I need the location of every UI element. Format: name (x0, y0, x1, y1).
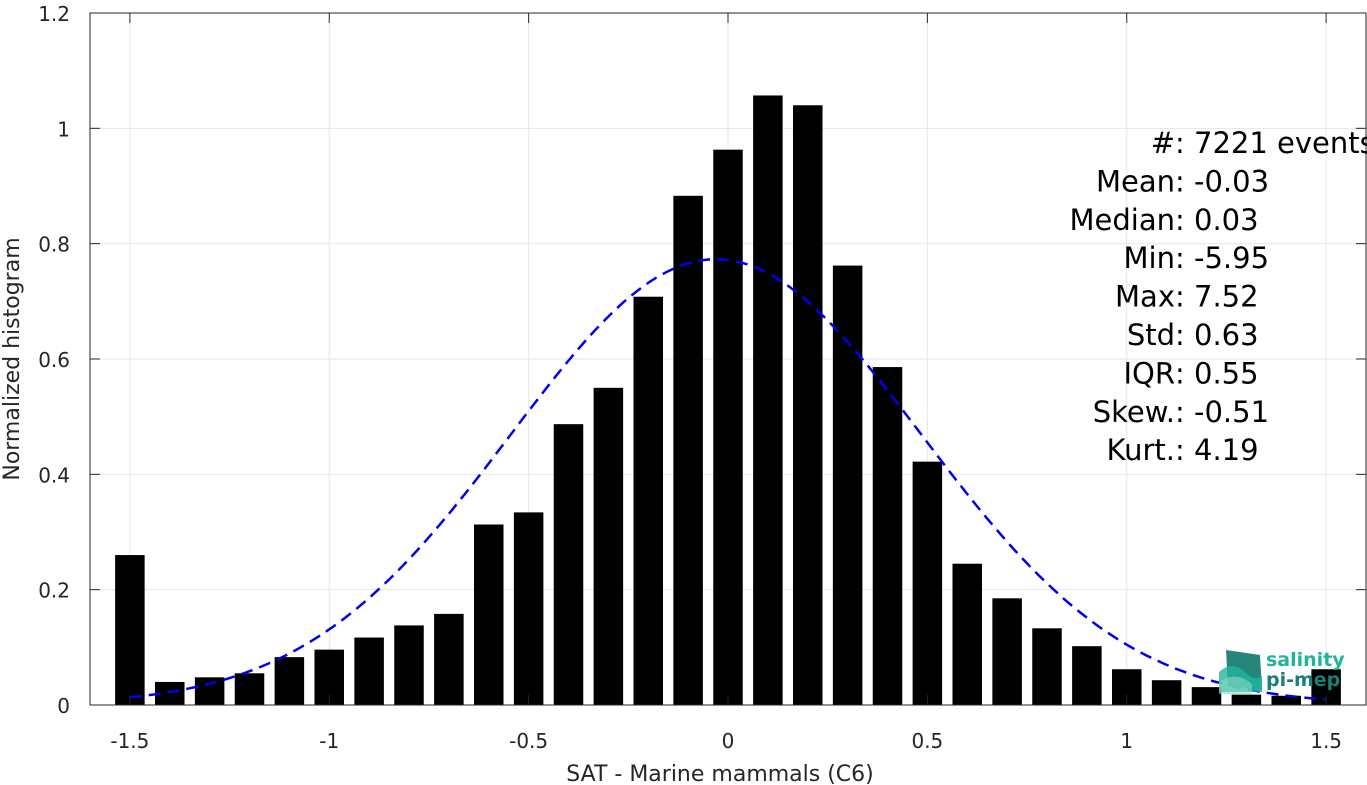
stat-value: : 0.55 (1175, 356, 1259, 390)
y-tick-label: 0.6 (38, 348, 70, 372)
histogram-bar (154, 681, 185, 705)
x-axis-label: SAT - Marine mammals (C6) (566, 762, 874, 785)
histogram-bar (1231, 694, 1262, 705)
histogram-bar (513, 512, 544, 705)
histogram-bar (633, 296, 664, 705)
stat-label: IQR (1123, 356, 1175, 390)
y-tick-labels: 0 0.2 0.4 0.6 0.8 1 1.2 (38, 2, 70, 718)
histogram-bar (832, 265, 863, 705)
histogram-bar (394, 625, 424, 705)
x-tick-label: 1.5 (1310, 729, 1342, 753)
histogram-bar (872, 367, 903, 705)
histogram-bar (274, 657, 305, 705)
stat-label: Min (1124, 241, 1175, 275)
stat-value: : -5.95 (1175, 241, 1269, 275)
x-tick-label: 0.5 (911, 729, 943, 753)
stat-value: : 4.19 (1175, 433, 1259, 467)
histogram-bar (1191, 687, 1222, 705)
salinity-pi-mep-logo: salinity pi-mep (1219, 649, 1345, 694)
stat-value: : 7.52 (1175, 280, 1259, 314)
stat-label: Std (1127, 318, 1175, 352)
histogram-bar (1151, 680, 1182, 705)
stat-label: Max (1115, 280, 1175, 314)
histogram-bar (912, 461, 943, 705)
x-tick-label: 0 (722, 729, 735, 753)
y-axis-label: Normalized histogram (0, 237, 25, 480)
x-tick-label: -0.5 (509, 729, 548, 753)
y-tick-label: 0.8 (38, 233, 70, 257)
stat-label: Median (1070, 203, 1175, 237)
histogram-bar (434, 613, 464, 705)
bars (115, 95, 1341, 706)
histogram-bar (1072, 646, 1102, 705)
x-tick-label: -1.5 (110, 729, 149, 753)
histogram-bar (792, 105, 823, 706)
histogram-bar (713, 149, 743, 706)
logo-text-pi-mep: pi-mep (1266, 669, 1340, 691)
histogram-bar (473, 524, 504, 705)
histogram-bar (673, 195, 703, 705)
y-tick-label: 1.2 (38, 2, 70, 26)
histogram-bar (1271, 695, 1302, 705)
stat-value: : -0.51 (1175, 395, 1269, 429)
histogram-bar (553, 424, 584, 705)
axis-ticks (90, 12, 1366, 706)
histogram-bar (234, 673, 265, 705)
histogram-bar (952, 563, 983, 705)
x-tick-label: -1 (319, 729, 339, 753)
histogram-bar (593, 387, 624, 705)
y-tick-label: 1 (57, 117, 70, 141)
stat-value: : 0.63 (1175, 318, 1259, 352)
x-tick-labels: -1.5 -1 -0.5 0 0.5 1 1.5 (110, 729, 1342, 753)
gaussian-fit-curve (129, 257, 1327, 701)
wave-logo-icon (1219, 650, 1262, 694)
y-tick-label: 0.2 (38, 579, 70, 603)
stat-value: : 7221 events (1175, 126, 1367, 160)
stat-label: Skew. (1093, 395, 1175, 429)
histogram-bar (753, 95, 783, 706)
histogram-bar (354, 637, 384, 705)
stat-label: Mean (1096, 164, 1175, 198)
stat-value: : -0.03 (1175, 164, 1269, 198)
histogram-bar (115, 555, 145, 705)
stat-label: Kurt. (1107, 433, 1175, 467)
x-tick-label: 1 (1120, 729, 1133, 753)
y-tick-label: 0.4 (38, 463, 70, 487)
histogram-bar (992, 598, 1022, 705)
histogram-bar (1032, 628, 1062, 705)
y-tick-label: 0 (57, 694, 70, 718)
logo-text-salinity: salinity (1266, 649, 1345, 671)
histogram-bar (194, 677, 225, 705)
stat-value: : 0.03 (1175, 203, 1259, 237)
stat-label: # (1151, 126, 1175, 160)
